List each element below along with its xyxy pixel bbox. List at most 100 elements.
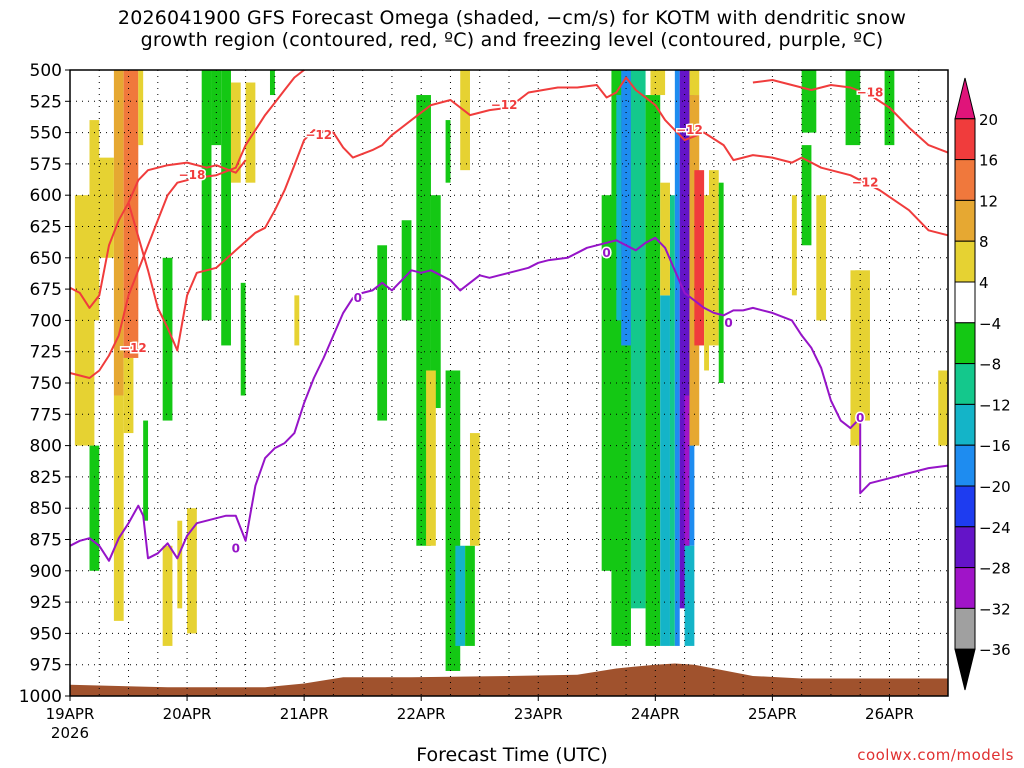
contour-label: −12: [305, 128, 332, 142]
omega-cell: [221, 70, 231, 346]
omega-cell: [630, 70, 646, 609]
x-tick-label: 25APR: [748, 705, 797, 723]
omega-cell: [684, 395, 690, 546]
colorbar-segment: [954, 526, 976, 569]
y-tick-label: 675: [30, 280, 62, 300]
y-tick-label: 750: [30, 374, 62, 394]
x-tick-label: 20APR: [163, 705, 212, 723]
colorbar-label: 20: [979, 111, 998, 129]
credit-text: coolwx.com/models: [857, 746, 1014, 764]
y-tick-label: 625: [30, 218, 62, 238]
omega-cell: [401, 220, 412, 321]
x-tick-label: 24APR: [631, 705, 680, 723]
colorbar-segment: [954, 607, 976, 650]
omega-cell: [679, 70, 690, 609]
chart-title-line1: 2026041900 GFS Forecast Omega (shaded, −…: [117, 7, 907, 29]
y-tick-label: 575: [30, 155, 62, 175]
omega-cell: [694, 170, 705, 346]
omega-cell: [650, 70, 666, 96]
colorbar-label: −28: [979, 560, 1011, 578]
omega-cell: [201, 70, 212, 321]
colorbar-label: −16: [979, 437, 1011, 455]
omega-cell: [123, 357, 134, 434]
x-tick-label: 22APR: [397, 705, 446, 723]
colorbar-label: 16: [979, 152, 998, 170]
omega-cell: [689, 70, 700, 96]
contour-label: −12: [491, 98, 518, 112]
colorbar-label: −8: [979, 356, 1001, 374]
colorbar-segment: [954, 281, 976, 324]
omega-cell: [187, 508, 197, 634]
omega-cell: [708, 170, 719, 346]
colorbar-segment: [954, 444, 976, 487]
colorbar-label: −4: [979, 315, 1001, 333]
contour-label: −18: [857, 86, 884, 100]
omega-cell: [269, 70, 275, 96]
omega-cell: [143, 420, 149, 521]
contour-label: 0: [354, 291, 362, 305]
colorbar-label: −36: [979, 641, 1011, 659]
colorbar-segment: [954, 363, 976, 405]
contour-label: 0: [232, 541, 240, 555]
freezing-level-contour: [69, 236, 949, 562]
y-tick-label: 875: [30, 531, 62, 551]
colorbar-label: 8: [979, 233, 989, 251]
omega-cell: [430, 195, 441, 409]
omega-cell: [162, 545, 173, 646]
colorbar-cap-top: [954, 77, 976, 120]
colorbar-label: 4: [979, 274, 989, 292]
x-year-label: 2026: [51, 724, 89, 742]
omega-cell: [684, 545, 695, 646]
omega-cell: [704, 195, 709, 371]
omega-cell: [660, 295, 670, 646]
omega-cell: [230, 82, 241, 183]
colorbar-segment: [954, 159, 976, 201]
omega-cell: [674, 70, 680, 646]
colorbar-segment: [954, 240, 976, 283]
omega-cell: [616, 95, 622, 321]
y-tick-label: 925: [30, 593, 62, 613]
omega-cell: [240, 282, 246, 396]
omega-cell: [138, 70, 144, 146]
colorbar-segment: [954, 322, 976, 365]
y-tick-label: 900: [30, 562, 62, 582]
y-tick-label: 975: [30, 656, 62, 676]
omega-cell: [294, 295, 300, 346]
x-tick-label: 19APR: [46, 705, 95, 723]
y-tick-label: 650: [30, 249, 62, 269]
colorbar-label: 12: [979, 192, 998, 210]
omega-cell: [791, 195, 797, 296]
omega-cell: [113, 70, 124, 396]
colorbar-segment: [954, 403, 976, 446]
y-tick-label: 950: [30, 624, 62, 644]
contour-label: 0: [724, 316, 732, 330]
y-tick-label: 700: [30, 311, 62, 331]
terrain-area: [70, 663, 948, 696]
omega-cell: [455, 545, 466, 646]
omega-cell: [465, 545, 475, 646]
omega-cell: [445, 120, 451, 183]
omega-cell: [645, 95, 661, 646]
y-tick-label: 500: [30, 61, 62, 81]
omega-cell: [426, 370, 436, 546]
omega-cell: [460, 70, 470, 171]
omega-cell: [801, 145, 812, 246]
colorbar-label: −24: [979, 519, 1011, 537]
dgz-minus12-contour: [69, 76, 949, 352]
y-tick-label: 850: [30, 499, 62, 519]
contour-label: −12: [852, 176, 879, 190]
dgz-minus12-lower-contour: [69, 69, 305, 379]
dgz-minus18-right-contour: [752, 79, 949, 154]
x-tick-label: 26APR: [865, 705, 914, 723]
omega-cell: [938, 370, 948, 446]
dgz-minus18-contour: [127, 159, 247, 204]
omega-cell: [469, 433, 480, 546]
omega-cell: [621, 70, 631, 346]
y-tick-label: 725: [30, 343, 62, 363]
contour-label: 0: [602, 246, 610, 260]
omega-cell: [660, 182, 670, 296]
colorbar-segment: [954, 567, 976, 609]
colorbar-segment: [954, 485, 976, 528]
colorbar-segment: [954, 118, 976, 161]
